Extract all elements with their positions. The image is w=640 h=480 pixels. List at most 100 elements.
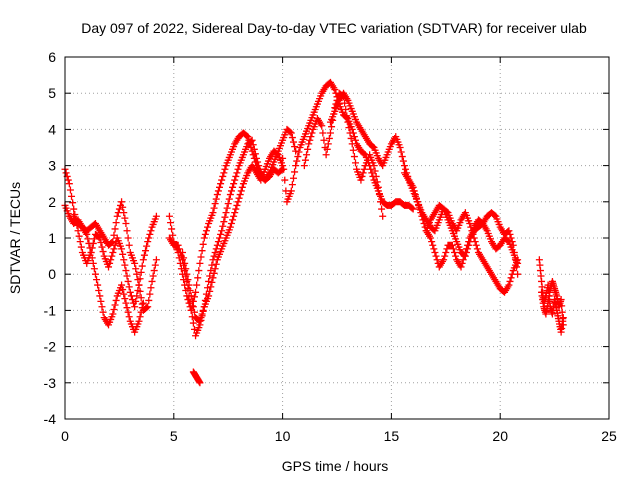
data-point-trace-11 bbox=[409, 183, 417, 191]
data-point-trace-4 bbox=[291, 143, 299, 151]
data-point-trace-4 bbox=[209, 209, 217, 217]
data-point-trace-3 bbox=[134, 276, 142, 284]
data-point-trace-2 bbox=[118, 281, 126, 289]
data-point-trace-5 bbox=[214, 238, 222, 246]
data-point-trace-8 bbox=[367, 165, 375, 173]
data-point-trace-6 bbox=[197, 314, 205, 322]
data-point-trace-2 bbox=[136, 313, 144, 321]
data-point-trace-7 bbox=[196, 379, 204, 387]
data-point-trace-6 bbox=[205, 292, 213, 300]
data-point-trace-6 bbox=[232, 205, 240, 213]
data-point-trace-8 bbox=[351, 136, 359, 144]
data-point-trace-2 bbox=[139, 299, 147, 307]
data-point-trace-3 bbox=[113, 212, 121, 220]
data-point-trace-9 bbox=[308, 129, 316, 137]
data-point-trace-1 bbox=[131, 303, 139, 311]
data-point-trace-1 bbox=[106, 259, 114, 267]
data-point-trace-1 bbox=[64, 176, 72, 184]
data-point-trace-1 bbox=[109, 248, 117, 256]
data-point-trace-9 bbox=[370, 162, 378, 170]
data-point-trace-10 bbox=[505, 281, 513, 289]
data-point-trace-3 bbox=[119, 203, 127, 211]
data-point-trace-5 bbox=[217, 230, 225, 238]
data-point-trace-10 bbox=[398, 153, 406, 161]
data-point-trace-9 bbox=[351, 159, 359, 167]
data-point-trace-1 bbox=[145, 234, 153, 242]
data-point-trace-4 bbox=[199, 240, 207, 248]
data-point-trace-11 bbox=[441, 252, 449, 260]
data-point-trace-4 bbox=[215, 183, 223, 191]
data-point-trace-4 bbox=[220, 169, 228, 177]
data-point-trace-2 bbox=[135, 317, 143, 325]
data-point-trace-3 bbox=[125, 241, 133, 249]
data-point-trace-9 bbox=[347, 134, 355, 142]
data-point-trace-1 bbox=[68, 192, 76, 200]
data-point-trace-11 bbox=[443, 245, 451, 253]
data-point-trace-5 bbox=[250, 145, 258, 153]
data-point-trace-1 bbox=[138, 262, 146, 270]
data-point-trace-5 bbox=[213, 241, 221, 249]
data-point-trace-3 bbox=[135, 281, 143, 289]
data-point-trace-8 bbox=[281, 176, 289, 184]
data-point-trace-6 bbox=[236, 191, 244, 199]
data-point-trace-1 bbox=[132, 297, 140, 305]
data-point-trace-4 bbox=[219, 172, 227, 180]
data-point-trace-4 bbox=[212, 195, 220, 203]
data-point-trace-9 bbox=[328, 123, 336, 131]
data-point-trace-11 bbox=[420, 220, 428, 228]
data-point-trace-8 bbox=[291, 168, 299, 176]
data-point-trace-12 bbox=[439, 204, 447, 212]
data-point-trace-1 bbox=[75, 232, 83, 240]
data-point-trace-11 bbox=[427, 234, 435, 242]
data-point-trace-1 bbox=[99, 248, 107, 256]
data-point-trace-6 bbox=[237, 187, 245, 195]
data-point-trace-5 bbox=[254, 158, 262, 166]
y-tick-label: 6 bbox=[48, 49, 56, 65]
data-point-trace-1 bbox=[97, 239, 105, 247]
data-point-trace-4 bbox=[184, 296, 192, 304]
data-point-trace-5 bbox=[221, 213, 229, 221]
data-point-trace-9 bbox=[323, 145, 331, 153]
data-point-trace-4 bbox=[221, 165, 229, 173]
data-point-trace-1 bbox=[120, 256, 128, 264]
y-tick-label: 4 bbox=[48, 121, 56, 137]
data-point-trace-11 bbox=[505, 227, 513, 235]
data-point-trace-9 bbox=[324, 140, 332, 148]
data-point-trace-6 bbox=[182, 265, 190, 273]
data-point-trace-2 bbox=[94, 281, 102, 289]
data-point-trace-5 bbox=[227, 187, 235, 195]
data-point-trace-5 bbox=[251, 150, 259, 158]
data-point-trace-4 bbox=[288, 134, 296, 142]
data-point-trace-4 bbox=[200, 234, 208, 242]
data-point-trace-5 bbox=[233, 169, 241, 177]
data-markers bbox=[61, 78, 567, 387]
data-point-trace-5 bbox=[222, 209, 230, 217]
data-point-trace-11 bbox=[451, 248, 459, 256]
y-tick-label: 3 bbox=[48, 158, 56, 174]
data-point-trace-3 bbox=[132, 265, 140, 273]
data-point-trace-11 bbox=[433, 256, 441, 264]
data-point-trace-1 bbox=[107, 256, 115, 264]
data-point-trace-6 bbox=[229, 216, 237, 224]
data-point-trace-14 bbox=[559, 315, 567, 323]
data-point-trace-9 bbox=[378, 205, 386, 213]
data-point-trace-3 bbox=[148, 277, 156, 285]
data-point-trace-11 bbox=[432, 252, 440, 260]
data-point-trace-2 bbox=[84, 235, 92, 243]
data-point-trace-5 bbox=[225, 195, 233, 203]
data-point-trace-2 bbox=[119, 286, 127, 294]
data-point-trace-6 bbox=[196, 317, 204, 325]
data-point-trace-2 bbox=[86, 244, 94, 252]
data-point-trace-4 bbox=[213, 191, 221, 199]
data-point-trace-3 bbox=[112, 219, 120, 227]
data-point-trace-11 bbox=[452, 252, 460, 260]
data-point-trace-5 bbox=[208, 261, 216, 269]
data-point-trace-6 bbox=[184, 276, 192, 284]
data-point-trace-1 bbox=[70, 205, 78, 213]
data-point-trace-6 bbox=[207, 283, 215, 291]
data-point-trace-5 bbox=[234, 165, 242, 173]
data-point-trace-5 bbox=[220, 218, 228, 226]
data-point-trace-11 bbox=[429, 241, 437, 249]
data-point-trace-9 bbox=[345, 124, 353, 132]
